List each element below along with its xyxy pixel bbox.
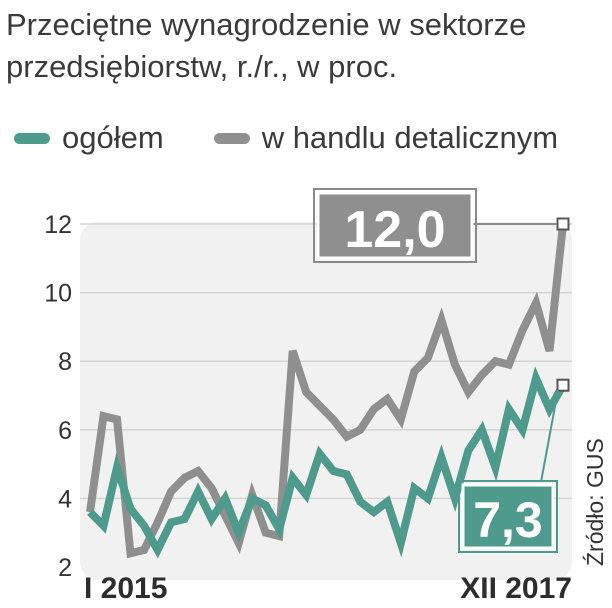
chart-subtitle: przedsiębiorstw, r./r., w proc. bbox=[6, 49, 398, 84]
legend-label-handel: w handlu detalicznym bbox=[261, 120, 559, 155]
callout-value-ogolem: 7,3 bbox=[473, 492, 543, 548]
callout-connector-ogolem bbox=[540, 390, 559, 483]
y-tick-label-6: 6 bbox=[58, 417, 72, 445]
source-text: Źródło: GUS bbox=[582, 438, 608, 566]
chart-title: Przeciętne wynagrodzenie w sektorze bbox=[6, 7, 527, 42]
legend-label-ogolem: ogółem bbox=[62, 120, 164, 155]
y-tick-label-4: 4 bbox=[58, 485, 72, 513]
y-tick-label-2: 2 bbox=[58, 554, 72, 582]
legend-swatch-ogolem bbox=[14, 132, 50, 144]
chart-title-block: Przeciętne wynagrodzenie w sektorze prze… bbox=[6, 4, 606, 88]
x-label-start: I 2015 bbox=[84, 572, 167, 605]
y-tick-label-12: 12 bbox=[44, 211, 72, 239]
x-label-end: XII 2017 bbox=[460, 572, 572, 605]
y-tick-label-8: 8 bbox=[58, 348, 72, 376]
legend-swatch-handel bbox=[213, 132, 250, 144]
legend-item-handel: w handlu detalicznym bbox=[213, 120, 559, 156]
legend-item-ogolem: ogółem bbox=[14, 120, 164, 156]
callout-border-handel bbox=[313, 188, 477, 263]
series-line-1 bbox=[86, 223, 567, 559]
y-tick-label-10: 10 bbox=[44, 280, 72, 308]
callout-border-ogolem bbox=[458, 480, 558, 553]
callout-value-handel: 12,0 bbox=[344, 201, 445, 259]
callout-box-ogolem bbox=[461, 483, 555, 550]
series-end-marker-0 bbox=[556, 378, 570, 392]
legend: ogółem w handlu detalicznym bbox=[14, 118, 608, 158]
callout-box-handel bbox=[316, 191, 474, 260]
series-line-0 bbox=[87, 366, 567, 559]
series-end-marker-1 bbox=[556, 217, 570, 231]
